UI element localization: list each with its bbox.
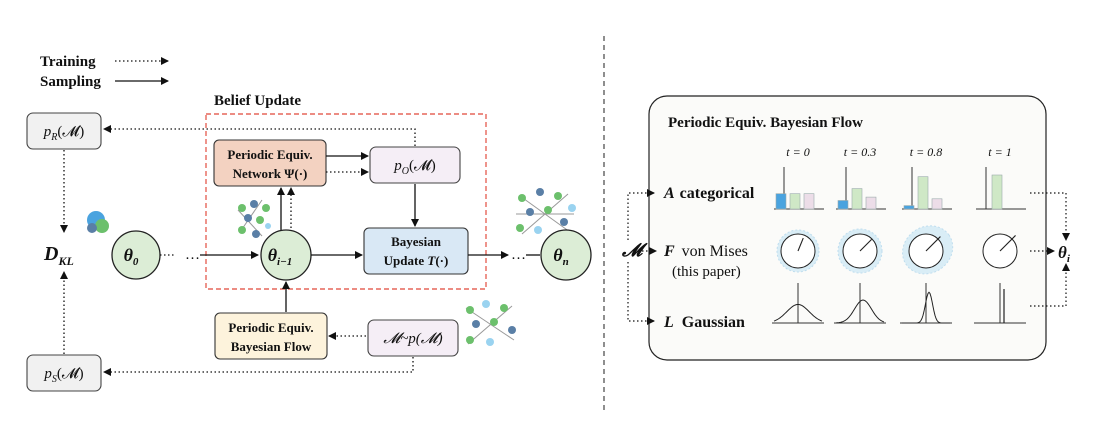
theta-im1-label: θi−1 [268,245,293,268]
bayesian-flow-line1: Periodic Equiv. [228,320,313,335]
crystal-icon-right [516,188,576,235]
bayesian-flow-line2: Bayesian Flow [231,339,312,354]
theta-0-label: θ0 [124,245,139,268]
p-s-label: pS(𝓜) [43,366,83,385]
arrow-m-to-gaussian [627,262,655,325]
p-r-label: pR(𝓜) [43,124,84,143]
vm-needle-0 [797,237,804,252]
m-sample-label: 𝓜~p(𝓜) [383,331,442,347]
time-label-2: t = 0.8 [910,145,942,159]
vm-needle-2 [925,236,941,252]
cat-bar-2-1 [917,176,929,210]
p-o-label: pO(𝓜) [393,158,436,177]
gauss-curve-0 [773,303,823,322]
gauss-curve-1 [835,299,885,324]
crystal-icon-small [87,211,109,233]
time-label-0: t = 0 [786,145,809,159]
row-vonmises-note: (this paper) [672,264,741,280]
p-s-box [26,354,102,392]
categorical-charts [774,167,1026,210]
time-label-3: t = 1 [988,145,1011,159]
gaussian-charts [772,283,1026,324]
dots-left: … [185,247,200,263]
bayesian-flow-panel [648,95,1047,361]
belief-update-title: Belief Update [214,93,301,109]
bayesian-update-line2: Update T(·) [384,253,449,268]
bayesian-update-box [363,227,469,275]
cat-bar-2-0 [903,205,915,210]
m-sample-box [367,319,459,357]
bayesian-update-line1: Bayesian [391,234,442,249]
theta-n-node [540,229,592,281]
arrow-gaussian-to-thetai [1030,263,1070,307]
belief-update-box [205,113,487,290]
von-mises-charts [776,225,1018,275]
legend-training-label: Training [40,54,96,70]
theta-0-node [111,230,161,280]
panel-title: Periodic Equiv. Bayesian Flow [668,115,863,131]
network-box [213,139,327,187]
vm-needle-1 [859,239,872,252]
cat-bar-3-1 [991,174,1003,210]
crystal-icon-left [237,199,271,238]
row-gaussian-label: L Gaussian [663,314,745,331]
arrow-m-to-ps [103,357,414,376]
network-line1: Periodic Equiv. [227,147,312,162]
time-label-1: t = 0.3 [844,145,876,159]
network-line2: Network Ψ(·) [233,166,308,181]
arrow-m-to-categorical [627,189,655,240]
m-symbol: 𝓜 [621,240,648,260]
arrow-categorical-to-thetai [1030,192,1070,241]
gauss-curve-2 [902,291,950,324]
dots-right: … [511,247,526,263]
vm-needle-3 [999,235,1016,252]
cat-bar-0-1 [789,193,801,210]
d-kl-label: DKL [43,243,74,268]
p-r-box [26,112,102,150]
cat-bar-2-2 [931,198,943,210]
cat-bar-0-0 [775,193,787,210]
crystal-icon-bottom [465,300,516,346]
arrow-po-to-pr [103,125,416,146]
cat-bar-1-1 [851,188,863,210]
p-o-box [369,146,461,184]
bayesian-flow-box [214,312,328,360]
cat-bar-0-2 [803,193,815,210]
cat-bar-1-2 [865,196,877,210]
cat-bar-1-0 [837,200,849,210]
legend-sampling-label: Sampling [40,74,101,90]
theta-i-label: θi [1058,243,1071,265]
theta-n-label: θn [553,245,568,268]
